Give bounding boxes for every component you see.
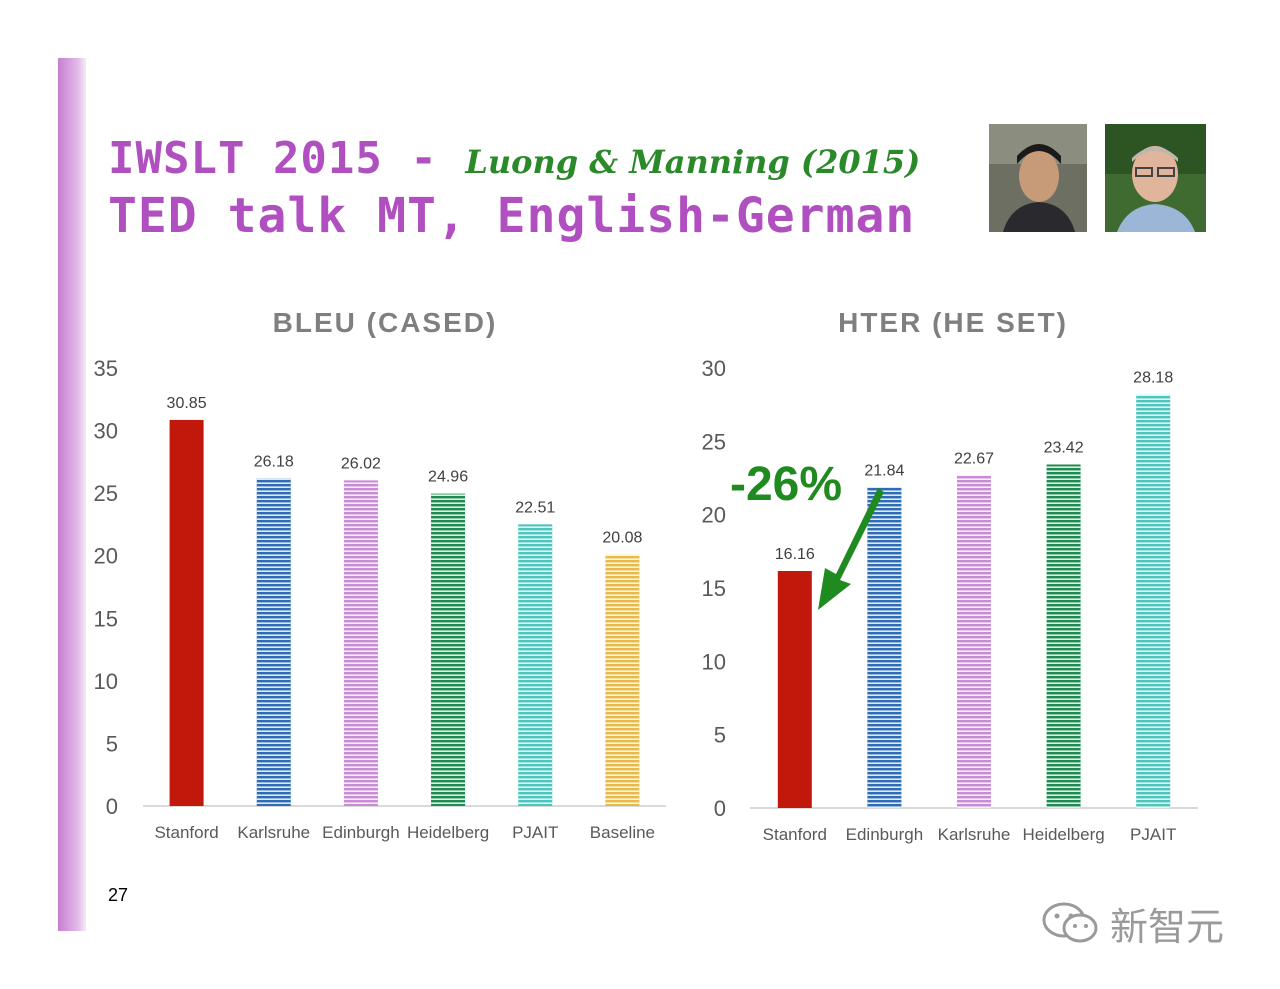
- page-number: 27: [108, 885, 129, 905]
- hter-category-label: Heidelberg: [1022, 825, 1104, 844]
- hter-value-label: 21.84: [864, 463, 904, 480]
- bleu-y-tick-label: 0: [106, 794, 118, 819]
- hter-value-label: 23.42: [1044, 440, 1084, 457]
- bleu-category-label: PJAIT: [512, 823, 558, 842]
- hter-y-tick-label: 5: [714, 723, 726, 748]
- bleu-category-label: Edinburgh: [322, 823, 400, 842]
- wechat-icon: [1042, 902, 1098, 943]
- bleu-y-tick-label: 10: [94, 669, 118, 694]
- bleu-bar-pattern: [605, 554, 640, 806]
- hter-y-tick-label: 25: [702, 429, 726, 454]
- hter-value-label: 16.16: [775, 546, 815, 563]
- bleu-y-tick-label: 15: [94, 606, 118, 631]
- bleu-y-tick-label: 30: [94, 419, 118, 444]
- bleu-y-tick-label: 35: [94, 356, 118, 381]
- bleu-value-label: 20.08: [602, 530, 642, 547]
- hter-y-tick-label: 20: [702, 503, 726, 528]
- bleu-value-label: 26.02: [341, 455, 381, 472]
- bleu-value-label: 22.51: [515, 499, 555, 516]
- hter-y-tick-label: 0: [714, 796, 726, 821]
- hter-bar-pattern: [957, 475, 991, 808]
- bleu-category-label: Karlsruhe: [237, 823, 310, 842]
- bleu-category-label: Heidelberg: [407, 823, 489, 842]
- slide-title-line2: TED talk MT, English-German: [108, 188, 916, 244]
- hter-y-tick-label: 15: [702, 576, 726, 601]
- author-photo-luong: [989, 124, 1087, 232]
- bleu-category-label: Stanford: [154, 823, 218, 842]
- bleu-value-label: 24.96: [428, 469, 468, 486]
- hter-value-label: 28.18: [1133, 370, 1173, 387]
- title-authors: Luong & Manning (2015): [465, 143, 921, 181]
- hter-value-label: 22.67: [954, 451, 994, 468]
- accent-bar: [58, 58, 86, 931]
- hter-category-label: Karlsruhe: [938, 825, 1011, 844]
- hter-y-tick-label: 30: [702, 356, 726, 381]
- improvement-annotation: -26%: [730, 458, 884, 610]
- bleu-bar-pattern: [256, 478, 291, 806]
- bleu-category-label: Baseline: [590, 823, 655, 842]
- hter-y-tick-label: 10: [702, 649, 726, 674]
- bleu-bar-pattern: [343, 480, 378, 806]
- bleu-value-label: 30.85: [167, 395, 207, 412]
- watermark: 新智元: [1040, 898, 1240, 949]
- hter-bar-pattern: [1136, 394, 1171, 808]
- bleu-bar: [169, 419, 204, 806]
- bleu-bar-pattern: [431, 493, 466, 806]
- hter-category-label: Stanford: [763, 825, 827, 844]
- bleu-y-tick-label: 20: [94, 544, 118, 569]
- hter-chart: HTER (HE SET) 0 5 10 15 20 25 30 16.16 Stanford 21…: [702, 307, 1198, 844]
- bleu-y-tick-label: 5: [106, 731, 118, 756]
- arrow-down-icon: [818, 488, 884, 610]
- bleu-y-tick-label: 25: [94, 481, 118, 506]
- hter-chart-title: HTER (HE SET): [838, 307, 1068, 338]
- annotation-label: -26%: [730, 458, 842, 511]
- slide-title-line1: IWSLT 2015 - Luong & Manning (2015): [108, 133, 920, 184]
- watermark-text: 新智元: [1110, 904, 1225, 949]
- hter-category-label: Edinburgh: [846, 825, 924, 844]
- bleu-chart-title: BLEU (CASED): [273, 307, 498, 338]
- hter-bar-pattern: [1046, 464, 1081, 808]
- hter-bar: [777, 570, 812, 808]
- bleu-bar-pattern: [518, 524, 553, 806]
- bleu-chart: BLEU (CASED) 0 5 10 15 20 25 30 35 30.85 Stanford 2…: [94, 307, 666, 842]
- hter-category-label: PJAIT: [1130, 825, 1176, 844]
- hter-bar-pattern: [867, 487, 902, 808]
- title-event: IWSLT 2015 -: [108, 133, 466, 184]
- author-photo-manning: [1105, 124, 1206, 232]
- bleu-value-label: 26.18: [254, 453, 294, 470]
